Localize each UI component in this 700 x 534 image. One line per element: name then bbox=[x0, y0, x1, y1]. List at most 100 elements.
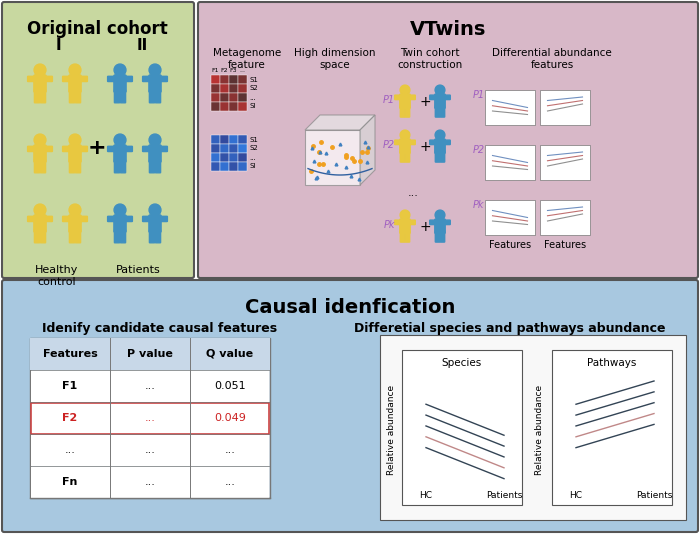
Text: F1: F1 bbox=[62, 381, 78, 391]
Bar bbox=[220, 84, 229, 93]
Text: Patients: Patients bbox=[116, 265, 160, 275]
FancyBboxPatch shape bbox=[125, 146, 132, 152]
Bar bbox=[211, 162, 220, 171]
FancyBboxPatch shape bbox=[435, 231, 440, 242]
Text: S2: S2 bbox=[249, 145, 258, 152]
FancyBboxPatch shape bbox=[149, 75, 161, 92]
Text: Sl: Sl bbox=[249, 163, 256, 169]
Text: Twin cohort
construction: Twin cohort construction bbox=[398, 48, 463, 69]
Circle shape bbox=[400, 210, 410, 220]
FancyBboxPatch shape bbox=[440, 106, 444, 117]
Text: Pk: Pk bbox=[384, 220, 395, 230]
FancyBboxPatch shape bbox=[149, 215, 161, 232]
Polygon shape bbox=[305, 115, 375, 130]
Text: P value: P value bbox=[127, 349, 173, 359]
Text: S1: S1 bbox=[249, 76, 258, 82]
FancyBboxPatch shape bbox=[62, 216, 71, 222]
FancyBboxPatch shape bbox=[405, 231, 409, 242]
Circle shape bbox=[34, 134, 46, 146]
Text: P1: P1 bbox=[473, 90, 485, 100]
FancyBboxPatch shape bbox=[160, 216, 167, 222]
Text: F2: F2 bbox=[220, 68, 228, 73]
Bar bbox=[220, 135, 229, 144]
Text: F3: F3 bbox=[230, 68, 237, 73]
FancyBboxPatch shape bbox=[444, 140, 450, 145]
Text: Relative abundance: Relative abundance bbox=[536, 385, 545, 475]
Bar bbox=[211, 102, 220, 111]
FancyBboxPatch shape bbox=[155, 160, 160, 173]
Text: ...: ... bbox=[239, 68, 246, 73]
FancyBboxPatch shape bbox=[395, 140, 401, 145]
FancyBboxPatch shape bbox=[34, 90, 40, 103]
FancyBboxPatch shape bbox=[114, 90, 120, 103]
Bar bbox=[31, 467, 269, 498]
FancyBboxPatch shape bbox=[395, 95, 401, 100]
Bar bbox=[238, 144, 247, 153]
FancyBboxPatch shape bbox=[160, 76, 167, 82]
FancyBboxPatch shape bbox=[34, 145, 46, 162]
FancyBboxPatch shape bbox=[435, 151, 440, 162]
FancyBboxPatch shape bbox=[444, 220, 450, 225]
FancyBboxPatch shape bbox=[114, 75, 126, 92]
Text: II: II bbox=[136, 38, 148, 53]
Bar bbox=[540, 90, 590, 125]
FancyBboxPatch shape bbox=[120, 230, 125, 243]
FancyBboxPatch shape bbox=[143, 76, 150, 82]
Bar bbox=[220, 93, 229, 102]
FancyBboxPatch shape bbox=[34, 230, 40, 243]
FancyBboxPatch shape bbox=[405, 151, 409, 162]
FancyBboxPatch shape bbox=[27, 76, 36, 82]
Text: Features: Features bbox=[489, 240, 531, 250]
FancyBboxPatch shape bbox=[409, 95, 415, 100]
FancyBboxPatch shape bbox=[27, 146, 36, 152]
FancyBboxPatch shape bbox=[80, 76, 88, 82]
Circle shape bbox=[114, 134, 126, 146]
Text: S2: S2 bbox=[249, 85, 258, 91]
FancyBboxPatch shape bbox=[160, 146, 167, 152]
FancyBboxPatch shape bbox=[80, 216, 88, 222]
Bar bbox=[540, 200, 590, 235]
Bar bbox=[211, 135, 220, 144]
FancyBboxPatch shape bbox=[80, 146, 88, 152]
Bar bbox=[220, 102, 229, 111]
FancyBboxPatch shape bbox=[149, 230, 155, 243]
FancyBboxPatch shape bbox=[108, 216, 116, 222]
Circle shape bbox=[69, 134, 81, 146]
FancyBboxPatch shape bbox=[69, 215, 81, 232]
Bar bbox=[31, 371, 269, 402]
Bar bbox=[229, 162, 238, 171]
FancyBboxPatch shape bbox=[114, 230, 120, 243]
FancyBboxPatch shape bbox=[430, 220, 436, 225]
Circle shape bbox=[114, 64, 126, 76]
FancyBboxPatch shape bbox=[69, 75, 81, 92]
Text: P2: P2 bbox=[473, 145, 485, 155]
FancyBboxPatch shape bbox=[149, 90, 155, 103]
Circle shape bbox=[69, 64, 81, 76]
Circle shape bbox=[435, 85, 445, 95]
Bar bbox=[238, 93, 247, 102]
Text: High dimension
space: High dimension space bbox=[294, 48, 376, 69]
Text: P1: P1 bbox=[383, 95, 395, 105]
FancyBboxPatch shape bbox=[41, 230, 46, 243]
FancyBboxPatch shape bbox=[45, 216, 52, 222]
Circle shape bbox=[435, 210, 445, 220]
Polygon shape bbox=[360, 115, 375, 185]
Text: 0.051: 0.051 bbox=[214, 381, 246, 391]
FancyBboxPatch shape bbox=[405, 106, 409, 117]
Bar bbox=[211, 93, 220, 102]
FancyBboxPatch shape bbox=[409, 220, 415, 225]
FancyBboxPatch shape bbox=[440, 151, 444, 162]
Text: I: I bbox=[55, 38, 61, 53]
FancyBboxPatch shape bbox=[395, 220, 401, 225]
Bar bbox=[229, 102, 238, 111]
FancyBboxPatch shape bbox=[444, 95, 450, 100]
Text: Sl: Sl bbox=[249, 104, 256, 109]
Bar bbox=[229, 144, 238, 153]
FancyBboxPatch shape bbox=[2, 2, 194, 278]
FancyBboxPatch shape bbox=[34, 75, 46, 92]
FancyBboxPatch shape bbox=[76, 90, 80, 103]
FancyBboxPatch shape bbox=[62, 146, 71, 152]
FancyBboxPatch shape bbox=[41, 160, 46, 173]
Bar bbox=[211, 84, 220, 93]
FancyBboxPatch shape bbox=[27, 216, 36, 222]
